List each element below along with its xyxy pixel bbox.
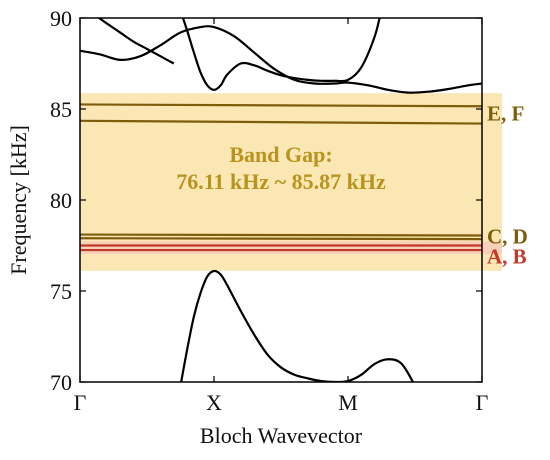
dispersion-curve-1 xyxy=(80,25,482,94)
flat-band-c xyxy=(80,237,482,241)
dispersion-curve-3 xyxy=(181,18,381,91)
flat-band-layer xyxy=(80,103,482,252)
y-tick-label: 80 xyxy=(50,188,72,213)
mode-label: C, D xyxy=(487,224,528,248)
y-tick-label: 85 xyxy=(50,97,72,122)
flat-band-d xyxy=(80,233,482,237)
x-tick-label: M xyxy=(338,390,358,415)
x-tick-label: X xyxy=(206,390,222,415)
flat-band-f xyxy=(80,119,482,125)
dispersion-curve-4 xyxy=(180,269,415,382)
mode-ab-highlight xyxy=(80,241,502,255)
dispersion-curve-2 xyxy=(97,18,175,65)
mode-label: E, F xyxy=(487,102,524,126)
band-gap-title: Band Gap: xyxy=(229,142,332,167)
y-tick-label: 90 xyxy=(50,6,72,31)
flat-band-e xyxy=(80,103,482,108)
x-tick-label: Γ xyxy=(476,390,489,415)
y-tick-label: 75 xyxy=(50,279,72,304)
y-tick-label: 70 xyxy=(50,370,72,395)
x-tick-label: Γ xyxy=(74,390,87,415)
mode-label: A, B xyxy=(487,244,527,268)
dispersion-curves xyxy=(80,18,482,382)
x-axis-title: Bloch Wavevector xyxy=(200,423,363,448)
band-gap-range-label: 76.11 kHz ~ 85.87 kHz xyxy=(176,169,386,194)
chart-text-layer: Band Gap: 76.11 kHz ~ 85.87 kHz Bloch Wa… xyxy=(6,102,528,448)
y-axis-title: Frequency [kHz] xyxy=(6,125,31,275)
